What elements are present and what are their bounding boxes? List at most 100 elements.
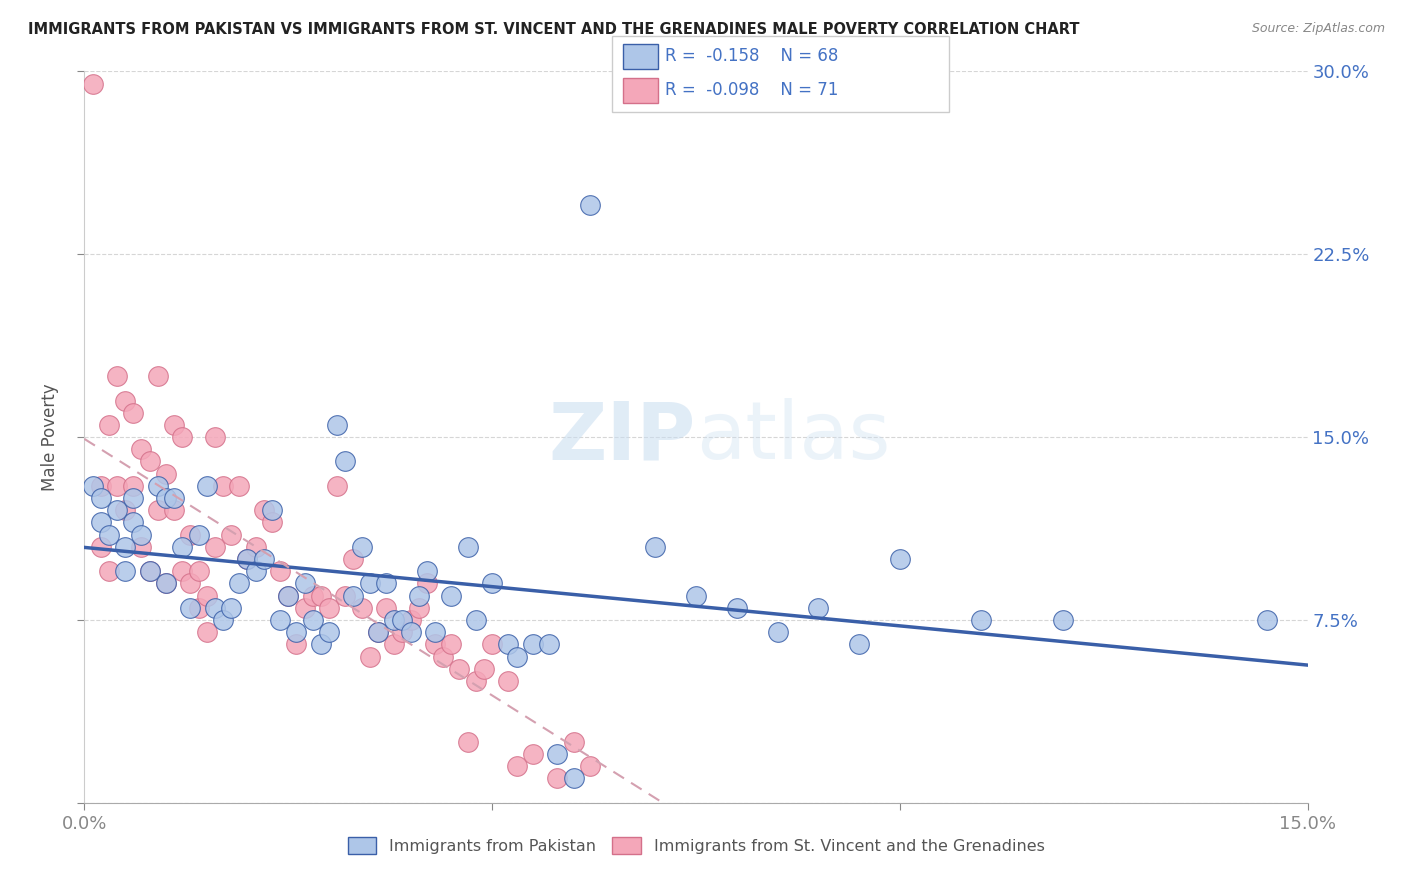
Point: [546, 747, 568, 761]
Point: [269, 613, 291, 627]
Point: [359, 649, 381, 664]
Point: [342, 552, 364, 566]
Point: [562, 735, 585, 749]
Point: [416, 576, 439, 591]
Legend: Immigrants from Pakistan, Immigrants from St. Vincent and the Grenadines: Immigrants from Pakistan, Immigrants fro…: [342, 830, 1050, 861]
Point: [195, 479, 218, 493]
Point: [228, 576, 250, 591]
Point: [90, 540, 112, 554]
Point: [432, 649, 454, 664]
Point: [522, 637, 544, 651]
Point: [326, 417, 349, 432]
Point: [538, 637, 561, 651]
Point: [848, 637, 870, 651]
Point: [522, 747, 544, 761]
Point: [579, 198, 602, 212]
Point: [236, 552, 259, 566]
Point: [90, 516, 112, 530]
Point: [155, 467, 177, 481]
Point: [122, 516, 145, 530]
Point: [187, 600, 209, 615]
Point: [285, 637, 308, 651]
Point: [228, 479, 250, 493]
Point: [449, 662, 471, 676]
Point: [212, 613, 235, 627]
Point: [253, 552, 276, 566]
Point: [382, 637, 405, 651]
Point: [1256, 613, 1278, 627]
Point: [195, 625, 218, 640]
Point: [457, 735, 479, 749]
Point: [342, 589, 364, 603]
Point: [97, 564, 120, 578]
Point: [163, 417, 186, 432]
Point: [269, 564, 291, 578]
Point: [155, 576, 177, 591]
Point: [391, 613, 413, 627]
Point: [204, 430, 226, 444]
Point: [82, 479, 104, 493]
Point: [187, 527, 209, 541]
Y-axis label: Male Poverty: Male Poverty: [41, 384, 59, 491]
Point: [889, 552, 911, 566]
Point: [90, 479, 112, 493]
Point: [505, 649, 527, 664]
Point: [105, 503, 128, 517]
Point: [416, 564, 439, 578]
Point: [131, 540, 153, 554]
Point: [187, 564, 209, 578]
Point: [505, 759, 527, 773]
Point: [97, 417, 120, 432]
Point: [644, 540, 666, 554]
Point: [122, 479, 145, 493]
Point: [391, 625, 413, 640]
Point: [725, 600, 748, 615]
Point: [326, 479, 349, 493]
Point: [970, 613, 993, 627]
Point: [408, 600, 430, 615]
Point: [82, 77, 104, 91]
Point: [285, 625, 308, 640]
Point: [179, 527, 201, 541]
Point: [359, 576, 381, 591]
Point: [146, 479, 169, 493]
Point: [163, 491, 186, 505]
Point: [155, 491, 177, 505]
Point: [105, 369, 128, 384]
Point: [464, 673, 486, 688]
Point: [301, 589, 323, 603]
Point: [399, 625, 422, 640]
Point: [440, 589, 463, 603]
Point: [382, 613, 405, 627]
Point: [457, 540, 479, 554]
Point: [685, 589, 707, 603]
Point: [294, 600, 316, 615]
Point: [163, 503, 186, 517]
Point: [375, 600, 398, 615]
Point: [204, 600, 226, 615]
Point: [105, 479, 128, 493]
Point: [807, 600, 830, 615]
Text: ZIP: ZIP: [548, 398, 696, 476]
Point: [472, 662, 495, 676]
Point: [301, 613, 323, 627]
Point: [1052, 613, 1074, 627]
Point: [212, 479, 235, 493]
Point: [408, 589, 430, 603]
Point: [423, 625, 446, 640]
Text: R =  -0.098    N = 71: R = -0.098 N = 71: [665, 81, 838, 99]
Point: [399, 613, 422, 627]
Point: [375, 576, 398, 591]
Point: [114, 503, 136, 517]
Point: [350, 540, 373, 554]
Point: [195, 589, 218, 603]
Point: [97, 527, 120, 541]
Point: [131, 527, 153, 541]
Point: [138, 454, 160, 468]
Point: [245, 564, 267, 578]
Point: [90, 491, 112, 505]
Point: [155, 576, 177, 591]
Point: [277, 589, 299, 603]
Point: [579, 759, 602, 773]
Point: [260, 516, 283, 530]
